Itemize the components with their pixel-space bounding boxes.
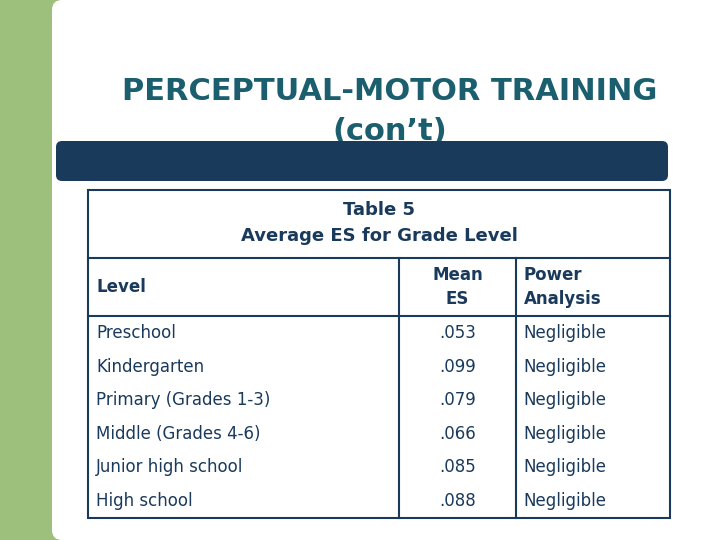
Text: Negligible: Negligible — [523, 492, 607, 510]
FancyBboxPatch shape — [52, 0, 720, 540]
Text: (con’t): (con’t) — [333, 118, 447, 146]
Bar — [0, 0, 62, 540]
Text: .079: .079 — [439, 391, 476, 409]
Text: .088: .088 — [439, 492, 476, 510]
Text: Negligible: Negligible — [523, 357, 607, 375]
Text: Preschool: Preschool — [96, 324, 176, 342]
Text: Middle (Grades 4-6): Middle (Grades 4-6) — [96, 425, 261, 443]
Text: Power
Analysis: Power Analysis — [523, 266, 601, 308]
Text: .085: .085 — [439, 458, 476, 476]
Text: Negligible: Negligible — [523, 324, 607, 342]
Text: Mean
ES: Mean ES — [432, 266, 483, 308]
Text: .053: .053 — [439, 324, 476, 342]
Text: PERCEPTUAL-MOTOR TRAINING: PERCEPTUAL-MOTOR TRAINING — [122, 78, 657, 106]
Text: Kindergarten: Kindergarten — [96, 357, 204, 375]
FancyBboxPatch shape — [56, 141, 668, 181]
FancyBboxPatch shape — [0, 0, 210, 150]
Text: Negligible: Negligible — [523, 391, 607, 409]
Text: .066: .066 — [439, 425, 476, 443]
Text: Level: Level — [96, 278, 146, 296]
Text: Junior high school: Junior high school — [96, 458, 243, 476]
Text: Average ES for Grade Level: Average ES for Grade Level — [240, 227, 518, 245]
Text: .099: .099 — [439, 357, 476, 375]
Bar — [88, 190, 670, 518]
Text: Negligible: Negligible — [523, 425, 607, 443]
Text: Negligible: Negligible — [523, 458, 607, 476]
Text: Primary (Grades 1-3): Primary (Grades 1-3) — [96, 391, 271, 409]
Text: Table 5: Table 5 — [343, 201, 415, 219]
Text: High school: High school — [96, 492, 193, 510]
